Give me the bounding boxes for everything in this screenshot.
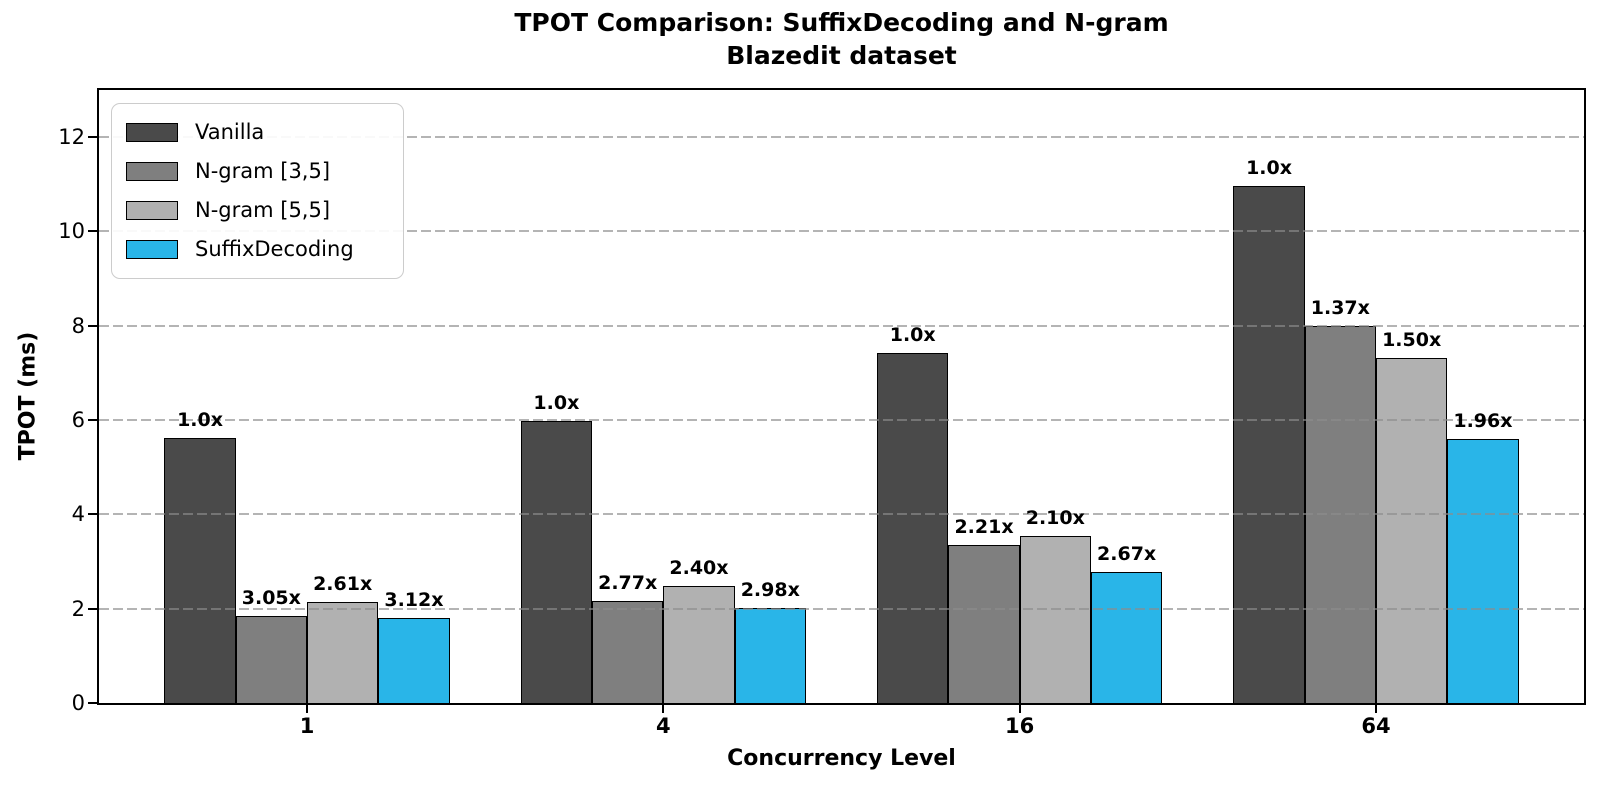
x-tick-mark-1 (306, 704, 308, 713)
y-tick-label-2: 2 (71, 596, 85, 621)
bar-n-gram-5-5-16 (1019, 536, 1091, 703)
bar-label-suffixdecoding-4: 2.98x (740, 579, 800, 602)
bar-suffixdecoding-4 (734, 608, 806, 703)
legend-item-label: SuffixDecoding (195, 237, 354, 261)
bar-label-vanilla-4: 1.0x (533, 392, 580, 415)
y-tick-label-0: 0 (71, 691, 85, 715)
bar-n-gram-5-5-1 (307, 601, 379, 703)
bar-label-suffixdecoding-64: 1.96x (1453, 410, 1513, 433)
x-axis-title: Concurrency Level (727, 746, 956, 771)
y-tick-mark-2 (88, 607, 97, 610)
y-tick-mark-6 (88, 419, 97, 422)
plot-area: 1.0x 1.0x 1.0x 1.0x 3.05x 2.77x 2.21x 1.37x 2.61… (97, 88, 1586, 705)
bar-n-gram-3-5-64 (1304, 325, 1376, 703)
bar-label-vanilla-1: 1.0x (177, 409, 224, 431)
x-tick-mark-64 (1375, 704, 1377, 713)
bar-label-vanilla-16: 1.0x (889, 323, 936, 346)
bar-suffixdecoding-16 (1090, 571, 1163, 703)
x-tick-label-1: 1 (299, 714, 315, 738)
bar-n-gram-3-5-1 (235, 616, 307, 703)
y-tick-label-10: 10 (58, 219, 85, 244)
y-axis-title: TPOT (ms) (15, 331, 41, 461)
y-tick-label-8: 8 (71, 313, 85, 338)
bar-label-n-gram-3-5-1: 3.05x (241, 587, 301, 610)
x-tick-label-16: 16 (1005, 714, 1035, 738)
bar-label-n-gram-5-5-64: 1.50x (1382, 329, 1442, 352)
legend-item-label: Vanilla (195, 120, 265, 144)
bar-label-n-gram-5-5-4: 2.40x (669, 556, 729, 579)
x-tick-mark-16 (1018, 704, 1021, 713)
bar-label-n-gram-5-5-1: 2.61x (313, 572, 373, 595)
chart-title-line1: TPOT Comparison: SuffixDecoding and N-gr… (514, 8, 1169, 37)
legend-swatch-n-gram-3-5 (126, 162, 178, 181)
bar-vanilla-1 (164, 438, 236, 703)
x-tick-label-4: 4 (656, 714, 671, 738)
legend-item-label: N-gram [3,5] (195, 159, 331, 183)
bar-vanilla-4 (520, 421, 593, 703)
chart-title-line2: Blazedit dataset (726, 41, 957, 70)
bar-n-gram-5-5-64 (1376, 358, 1448, 703)
legend-item-n-gram-5-5: N-gram [5,5] (126, 191, 389, 230)
y-tick-mark-12 (88, 136, 97, 139)
bar-label-suffixdecoding-1: 3.12x (384, 589, 444, 612)
y-tick-mark-8 (88, 324, 97, 327)
bar-label-n-gram-3-5-64: 1.37x (1310, 296, 1370, 319)
legend-item-label: N-gram [5,5] (195, 198, 331, 222)
legend-item-n-gram-3-5: N-gram [3,5] (126, 152, 389, 191)
legend-item-vanilla: Vanilla (126, 113, 389, 152)
y-tick-mark-4 (88, 513, 97, 516)
bar-label-suffixdecoding-16: 2.67x (1097, 542, 1157, 565)
chart-title: TPOT Comparison: SuffixDecoding and N-gr… (97, 6, 1586, 72)
legend-item-suffixdecoding: SuffixDecoding (126, 230, 389, 269)
bar-label-vanilla-64: 1.0x (1246, 157, 1293, 180)
bar-n-gram-3-5-4 (592, 601, 664, 703)
bar-n-gram-3-5-16 (948, 544, 1020, 703)
y-tick-mark-0 (88, 702, 97, 704)
bar-suffixdecoding-1 (378, 618, 450, 703)
legend-swatch-vanilla (126, 123, 178, 142)
bar-label-n-gram-3-5-16: 2.21x (954, 515, 1014, 538)
legend: Vanilla N-gram [3,5] N-gram [5,5] SuffixDec… (111, 103, 404, 279)
bar-suffixdecoding-64 (1447, 439, 1519, 703)
y-tick-label-6: 6 (71, 408, 85, 433)
bar-vanilla-16 (877, 352, 949, 703)
y-tick-mark-10 (88, 230, 97, 233)
y-tick-label-12: 12 (58, 125, 85, 150)
bar-vanilla-64 (1233, 186, 1305, 703)
legend-swatch-n-gram-5-5 (126, 201, 178, 220)
y-tick-label-4: 4 (71, 502, 85, 527)
bar-label-n-gram-5-5-16: 2.10x (1025, 507, 1085, 530)
x-tick-mark-4 (662, 704, 665, 713)
legend-swatch-suffixdecoding (126, 240, 178, 259)
bar-n-gram-5-5-4 (663, 585, 735, 703)
x-tick-label-64: 64 (1361, 714, 1391, 738)
bar-label-n-gram-3-5-4: 2.77x (598, 572, 658, 595)
